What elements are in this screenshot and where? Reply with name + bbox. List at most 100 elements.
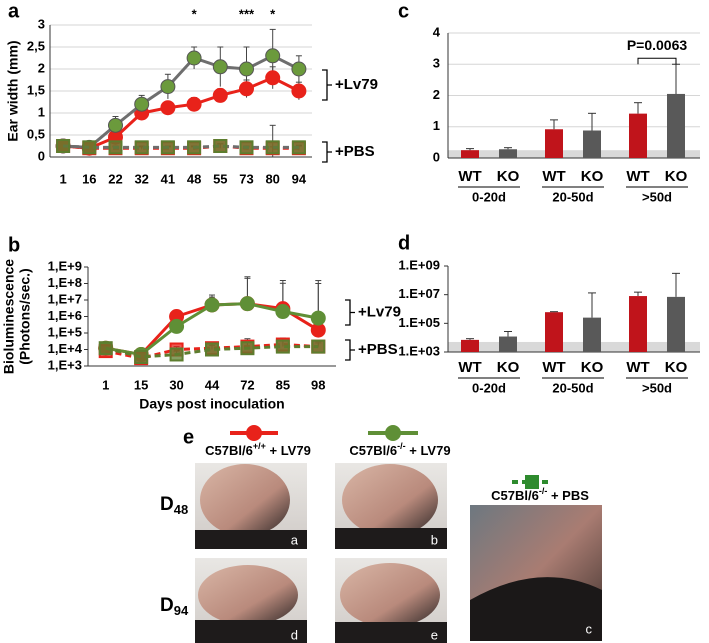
x-tick-label: 41: [161, 171, 175, 186]
legend-sup: -/-: [539, 486, 548, 496]
marker: [160, 79, 176, 95]
series-label: KO: [581, 168, 604, 185]
x-tick-label: 22: [108, 171, 122, 186]
x-tick-label: 94: [292, 171, 307, 186]
bracket-label: +Lv79: [335, 76, 378, 93]
series-label: WT: [458, 168, 481, 185]
marker: [108, 117, 123, 133]
bar: [629, 113, 647, 158]
bracket-label: +PBS: [335, 143, 375, 160]
series-label: WT: [542, 168, 565, 185]
shaded-band: [448, 150, 700, 158]
marker: [310, 310, 326, 326]
panel-letter: b: [8, 234, 20, 256]
y-axis-title: Bioluminescence: [1, 259, 17, 374]
panel-letter: d: [398, 232, 410, 254]
photo-label: d: [291, 627, 298, 642]
legend-text: + LV79: [406, 443, 451, 458]
y-tick-label: 0: [433, 149, 440, 164]
marker: [311, 339, 326, 354]
row-label-base: D: [160, 595, 174, 616]
marker: [265, 140, 280, 155]
marker: [169, 318, 185, 334]
marker: [82, 140, 97, 155]
row-label-sub: 94: [174, 603, 189, 618]
bracket: [322, 69, 332, 101]
y-tick-label: 1: [433, 118, 440, 133]
series-label: WT: [542, 359, 565, 376]
marker: [265, 48, 281, 64]
y-tick-label: 1.E+09: [398, 257, 440, 272]
y-tick-label: 1,E+7: [48, 291, 82, 306]
y-tick-label: 3: [38, 16, 45, 31]
x-tick-label: 20-50d: [552, 189, 593, 204]
bar: [499, 336, 517, 352]
row-label-base: D: [160, 494, 174, 515]
significance: *: [270, 6, 276, 21]
x-tick-label: 44: [205, 377, 220, 392]
fur: [195, 620, 307, 643]
series-label: KO: [665, 168, 688, 185]
y-tick-label: 4: [433, 24, 441, 39]
y-tick-label: 2: [433, 87, 440, 102]
series-label: WT: [626, 359, 649, 376]
y-tick-label: 2: [38, 60, 45, 75]
x-tick-label: 72: [240, 377, 254, 392]
ear: [340, 563, 440, 627]
fur: [335, 622, 447, 643]
x-axis-title: Days post inoculation: [139, 396, 284, 412]
x-tick-label: 1: [59, 171, 66, 186]
series-label: KO: [665, 359, 688, 376]
marker: [186, 96, 202, 112]
bracket: [345, 299, 355, 326]
series-label: KO: [581, 359, 604, 376]
ear: [200, 464, 290, 536]
marker: [212, 87, 228, 103]
marker: [239, 296, 255, 312]
y-tick-label: 1,E+8: [48, 275, 82, 290]
ear: [198, 565, 298, 625]
legend-text: C57Bl/6: [349, 443, 397, 458]
y-tick-label: 2,5: [27, 38, 45, 53]
y-axis-title: Ear width (mm): [5, 40, 21, 141]
marker: [134, 350, 149, 365]
annotation: P=0.0063: [627, 37, 688, 53]
x-tick-label: 98: [311, 377, 325, 392]
y-tick-label: 0: [38, 148, 45, 163]
y-tick-label: 1,E+4: [48, 341, 83, 356]
photos: [195, 463, 602, 643]
x-tick-label: 80: [265, 171, 279, 186]
y-tick-label: 3: [433, 56, 440, 71]
y-tick-label: 1,E+5: [48, 324, 82, 339]
bar: [461, 339, 479, 352]
x-tick-label: 1: [102, 377, 109, 392]
photo-label: b: [431, 532, 438, 547]
x-tick-label: 55: [213, 171, 227, 186]
significance: *: [192, 6, 198, 21]
legend-text: C57Bl/6: [205, 443, 253, 458]
panel-letter: c: [398, 0, 409, 22]
bar: [545, 312, 563, 352]
bar: [499, 149, 517, 158]
legend-marker: [385, 425, 401, 441]
series-line: [62, 76, 300, 150]
row-label: D94: [160, 595, 189, 618]
legend-sup: -/-: [397, 441, 406, 451]
marker: [275, 339, 290, 354]
y-tick-label: 1: [38, 104, 45, 119]
bracket-label: +PBS: [358, 341, 398, 358]
marker: [169, 347, 184, 362]
marker: [240, 341, 255, 356]
marker: [212, 59, 228, 75]
y-axis-title: (Photons/sec.): [17, 268, 33, 364]
x-tick-label: 16: [82, 171, 96, 186]
marker: [291, 83, 307, 99]
bar: [667, 93, 685, 158]
bar: [667, 296, 685, 352]
x-tick-label: 20-50d: [552, 380, 593, 395]
bracket: [345, 339, 355, 361]
marker: [275, 304, 291, 320]
legend-label: C57Bl/6-/- + LV79: [349, 441, 450, 458]
x-tick-label: 15: [134, 377, 148, 392]
marker: [265, 70, 281, 86]
